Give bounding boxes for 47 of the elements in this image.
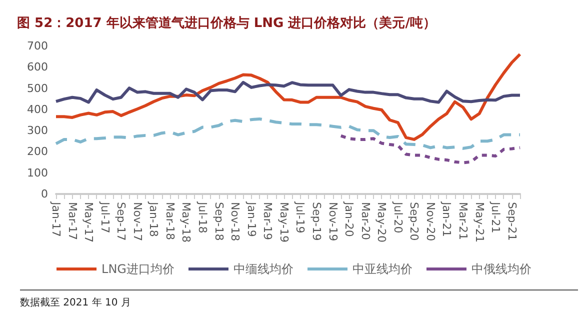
x-tick-label: Sep-17 xyxy=(114,202,128,241)
x-tick-label: Jan-21 xyxy=(440,201,454,237)
x-tick-label: Jan-19 xyxy=(244,201,258,237)
y-tick-label: 300 xyxy=(27,124,48,138)
x-tick-label: Jul-20 xyxy=(391,201,404,234)
x-tick-label: Sep-18 xyxy=(212,202,226,241)
y-tick-label: 600 xyxy=(27,60,48,74)
x-tick-label: May-20 xyxy=(375,202,388,243)
x-tick-label: Jul-18 xyxy=(196,201,210,234)
x-tick-label: May-21 xyxy=(472,202,486,243)
x-tick-label: May-18 xyxy=(180,202,193,243)
y-tick-label: 200 xyxy=(27,145,48,158)
x-tick-label: Nov-19 xyxy=(326,202,340,242)
x-tick-label: Mar-18 xyxy=(163,202,176,240)
x-tick-label: Nov-17 xyxy=(130,202,144,242)
x-tick-label: Jul-17 xyxy=(98,201,112,234)
legend-label: 中俄线均价 xyxy=(471,262,532,276)
legend-label: 中亚线均价 xyxy=(352,262,412,276)
x-tick-label: Mar-20 xyxy=(358,202,372,240)
chart-title: 图 52：2017 年以来管道气进口价格与 LNG 进口价格对比（美元/吨） xyxy=(17,15,436,31)
x-tick-label: Sep-19 xyxy=(310,202,323,241)
x-tick-label: Jan-20 xyxy=(342,201,356,237)
x-tick-label: Jan-17 xyxy=(50,201,62,237)
y-tick-label: 100 xyxy=(27,166,48,180)
x-tick-label: May-17 xyxy=(82,202,96,243)
legend-label: 中缅线均价 xyxy=(233,262,294,276)
line-series xyxy=(54,52,522,141)
x-tick-label: Mar-17 xyxy=(66,202,79,240)
x-tick-label: Nov-20 xyxy=(424,202,437,242)
legend-label: LNG进口均价 xyxy=(102,262,174,276)
x-tick-label: May-19 xyxy=(277,202,290,243)
x-tick-label: Sep-21 xyxy=(505,202,518,241)
line-series xyxy=(339,134,522,164)
x-tick-label: Jan-18 xyxy=(147,201,160,237)
x-tick-label: Mar-21 xyxy=(456,202,470,240)
y-tick-label: 500 xyxy=(27,82,48,95)
y-tick-label: 700 xyxy=(27,40,48,52)
y-tick-label: 0 xyxy=(41,188,48,200)
text: 数据截至 2021 年 10 月 xyxy=(20,296,131,308)
y-tick-label: 400 xyxy=(27,102,48,116)
x-tick-label: Sep-20 xyxy=(408,202,421,241)
x-tick-label: Jul-19 xyxy=(294,201,307,234)
x-tick-label: Nov-18 xyxy=(228,202,242,242)
line-series xyxy=(54,80,522,104)
x-tick-label: Jul-21 xyxy=(489,201,502,234)
x-tick-label: Mar-19 xyxy=(261,202,274,240)
line-series xyxy=(54,117,522,150)
